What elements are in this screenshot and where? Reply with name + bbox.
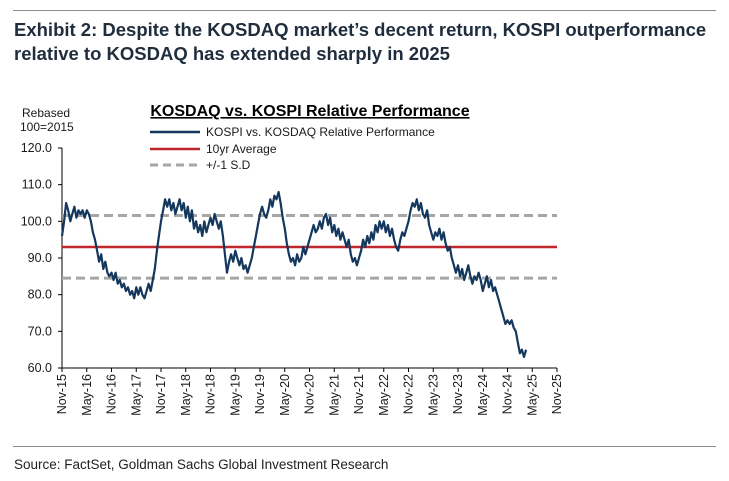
- x-tick-label: May-19: [228, 374, 242, 416]
- line-chart: Rebased 100=2015 KOSDAQ vs. KOSPI Relati…: [20, 103, 564, 416]
- x-tick-label: Nov-24: [501, 374, 515, 414]
- x-tick-label: May-16: [80, 374, 94, 416]
- y-tick-label: 60.0: [28, 361, 52, 375]
- x-tick-label: May-25: [525, 374, 539, 416]
- y-tick-label: 100.0: [21, 214, 52, 228]
- x-tick-label: Nov-17: [154, 374, 168, 414]
- x-tick-label: May-20: [278, 374, 292, 416]
- x-tick-label: May-17: [129, 374, 143, 416]
- x-tick-label: May-24: [476, 374, 490, 416]
- y-tick-label: 80.0: [28, 288, 52, 302]
- y-tick-label: 120.0: [21, 141, 52, 155]
- x-tick-label: Nov-18: [204, 374, 218, 414]
- x-tick-label: May-23: [426, 374, 440, 416]
- x-tick-label: Nov-15: [55, 374, 69, 414]
- top-rule: [13, 10, 716, 11]
- x-tick-label: May-21: [327, 374, 341, 416]
- y-tick-label: 70.0: [28, 324, 52, 338]
- x-tick-label: Nov-19: [253, 374, 267, 414]
- legend-label-1: KOSPI vs. KOSDAQ Relative Performance: [206, 125, 435, 139]
- x-tick-label: Nov-25: [550, 374, 564, 414]
- y-tick-label: 90.0: [28, 251, 52, 265]
- x-tick-label: Nov-21: [352, 374, 366, 414]
- legend-label-3: +/-1 S.D: [206, 158, 251, 172]
- y-axis-title-line-1: Rebased: [22, 106, 70, 120]
- x-tick-label: Nov-16: [105, 374, 119, 414]
- x-tick-label: Nov-20: [303, 374, 317, 414]
- x-tick-label: Nov-22: [402, 374, 416, 414]
- legend-label-2: 10yr Average: [206, 142, 277, 156]
- x-tick-label: May-22: [377, 374, 391, 416]
- relative-performance-series-line: [60, 190, 528, 359]
- chart-title: KOSDAQ vs. KOSPI Relative Performance: [150, 103, 469, 120]
- bottom-rule: [13, 446, 716, 447]
- x-tick-label: Nov-23: [451, 374, 465, 414]
- y-tick-label: 110.0: [22, 178, 52, 192]
- x-tick-label: May-18: [179, 374, 193, 416]
- source-note: Source: FactSet, Goldman Sachs Global In…: [14, 457, 389, 472]
- exhibit-title: Exhibit 2: Despite the KOSDAQ market’s d…: [14, 19, 707, 64]
- y-axis-title-line-2: 100=2015: [20, 120, 74, 134]
- plot-area: 60.0 70.0 80.0 90.0 100.0 110.0 120.0 Nov-15 May…: [21, 125, 564, 416]
